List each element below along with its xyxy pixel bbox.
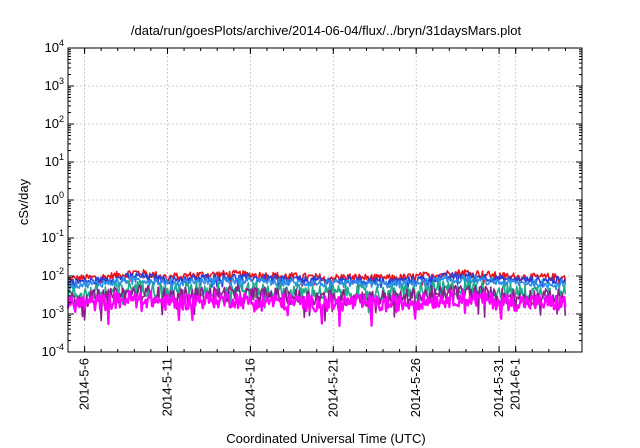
x-tick-label: 2014-5-6	[77, 358, 92, 410]
x-axis: 2014-5-6 2014-5-11 2014-5-16 2014-5-21 2014-…	[77, 48, 566, 417]
x-tick-label: 2014-6-1	[508, 358, 523, 410]
y-axis: 10-4 10-3 10-2 10-1 100 101 102 103 104	[42, 38, 582, 359]
y-tick-label: 10-1	[42, 228, 64, 245]
x-axis-title: Coordinated Universal Time (UTC)	[226, 431, 425, 446]
x-tick-label: 2014-5-26	[408, 358, 423, 417]
y-tick-label: 10-3	[42, 304, 64, 321]
y-tick-label: 103	[45, 76, 64, 93]
y-tick-label: 102	[45, 114, 64, 131]
y-tick-label: 104	[45, 38, 64, 55]
x-tick-label: 2014-5-31	[491, 358, 506, 417]
y-tick-label: 10-4	[42, 342, 64, 359]
x-tick-label: 2014-5-11	[159, 358, 174, 416]
y-tick-label: 100	[45, 190, 64, 207]
series-line	[67, 271, 567, 293]
x-tick-label: 2014-5-21	[325, 358, 340, 417]
y-axis-title: cSv/day	[16, 178, 31, 225]
y-tick-label: 101	[45, 152, 64, 169]
chart-title: /data/run/goesPlots/archive/2014-06-04/f…	[131, 23, 522, 38]
series-layer	[66, 268, 567, 327]
y-tick-label: 10-2	[42, 266, 64, 283]
series-line	[67, 274, 567, 294]
x-tick-label: 2014-5-16	[242, 358, 257, 417]
series-line	[66, 289, 567, 327]
